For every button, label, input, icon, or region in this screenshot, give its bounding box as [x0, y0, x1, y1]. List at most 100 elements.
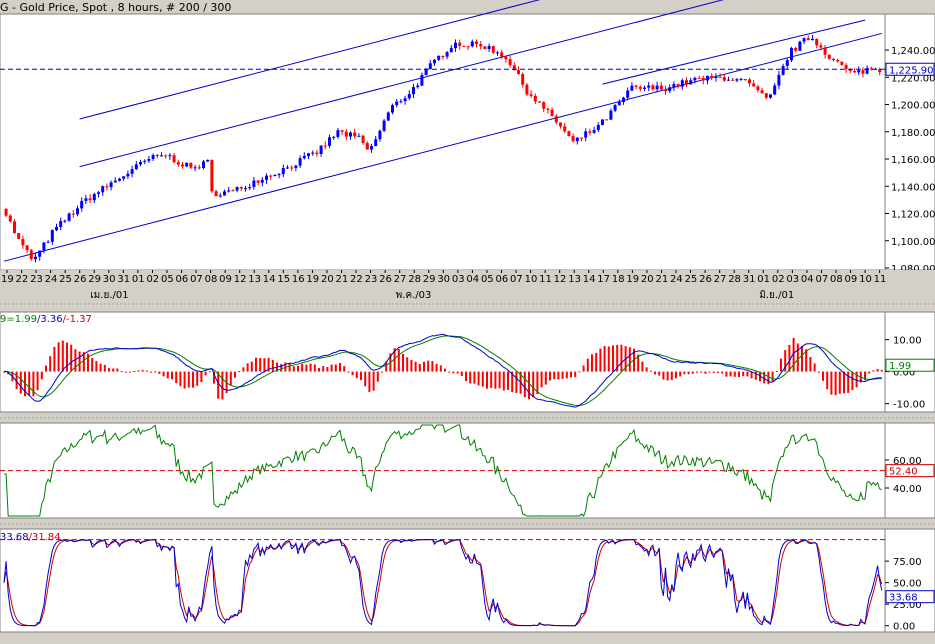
candle-body — [218, 195, 222, 197]
macd-hist-bar — [28, 371, 31, 396]
date-tick-label: 02 — [772, 274, 785, 285]
date-tick-label: 29 — [423, 274, 436, 285]
macd-hist-bar — [805, 349, 808, 372]
macd-hist-bar — [297, 365, 299, 372]
macd-hist-bar — [628, 347, 631, 372]
candle-body — [378, 130, 382, 140]
candle-body — [710, 75, 714, 78]
candle-body — [50, 230, 54, 242]
macd-hist-bar — [754, 371, 757, 380]
candle-body — [130, 169, 134, 174]
candle-body — [298, 158, 302, 166]
candle-body — [252, 180, 256, 187]
macd-current-badge — [885, 358, 935, 372]
candle-body — [424, 69, 428, 76]
candle-body — [256, 180, 260, 183]
macd-hist-bar — [15, 371, 18, 390]
price-tick-label: 1,240.00 — [891, 46, 935, 57]
candle-body — [764, 93, 768, 98]
macd-hist-bar — [179, 371, 182, 387]
candle-body — [559, 122, 562, 127]
date-tick-label: 11 — [874, 274, 887, 285]
candle-body — [878, 69, 882, 73]
macd-hist-bar — [87, 353, 89, 372]
candle-body — [189, 162, 193, 168]
macd-hist-bar — [217, 371, 220, 399]
candle-body — [529, 94, 533, 96]
candle-body — [756, 86, 760, 91]
stochastic-tick-label: 25.00 — [893, 600, 922, 611]
candle-body — [160, 155, 163, 157]
price-tick-label: 1,100.00 — [891, 237, 935, 248]
candlestick-series[interactable] — [4, 34, 882, 263]
candle-body — [617, 101, 621, 105]
macd-hist-bar — [229, 371, 232, 385]
candle-body — [277, 174, 281, 176]
candle-body — [349, 132, 352, 137]
date-tick-label: 20 — [321, 274, 334, 285]
candle-body — [193, 167, 197, 169]
macd-hist-bar — [477, 371, 480, 386]
macd-hist-bar — [137, 370, 140, 372]
candle-body — [172, 155, 176, 163]
macd-hist-bar — [498, 371, 501, 389]
candle-body — [722, 77, 726, 81]
macd-hist-bar — [511, 371, 514, 393]
macd-hist-bar — [431, 361, 434, 372]
date-tick-label: 26 — [74, 274, 87, 285]
candle-body — [781, 65, 785, 75]
macd-hist-bar — [360, 371, 362, 381]
candle-body — [437, 56, 441, 60]
candle-body — [202, 161, 205, 169]
macd-tick-label: 10.00 — [893, 336, 922, 347]
date-tick-label: 05 — [161, 274, 174, 285]
macd-hist-bar — [712, 371, 715, 373]
candle-body — [185, 162, 189, 167]
stochastic-current-badge — [885, 590, 935, 604]
macd-hist-bar — [637, 354, 640, 372]
candle-body — [361, 135, 365, 144]
macd-hist-bar — [439, 365, 442, 372]
macd-hist-bar — [267, 357, 270, 372]
candle-body — [168, 155, 172, 157]
macd-hist-bar — [582, 365, 585, 372]
macd-hist-bar — [767, 371, 770, 385]
price-panel[interactable]: G - Gold Price, Spot , 8 hours, # 200 / … — [0, 0, 935, 275]
date-tick-label: 01 — [757, 274, 770, 285]
candle-body — [399, 101, 403, 103]
macd-hist-bar — [187, 371, 190, 388]
macd-hist-bar — [843, 371, 845, 394]
candle-body — [470, 41, 474, 47]
candle-body — [861, 70, 865, 74]
candle-body — [374, 139, 378, 147]
macd-hist-bar — [838, 371, 841, 394]
candle-body — [643, 87, 646, 89]
candle-body — [294, 165, 298, 168]
candle-body — [311, 152, 315, 154]
date-tick-label: 30 — [103, 274, 116, 285]
macd-hist-bar — [61, 340, 64, 372]
candle-body — [596, 124, 600, 131]
macd-hist-bar — [318, 368, 320, 372]
date-tick-label: 10 — [859, 274, 872, 285]
date-tick-label: 08 — [205, 274, 218, 285]
candle-body — [533, 95, 537, 102]
chart-title: G - Gold Price, Spot , 8 hours, # 200 / … — [0, 1, 231, 14]
macd-hist-bar — [129, 371, 131, 373]
date-tick-label: 19 — [626, 274, 639, 285]
candle-body — [718, 76, 722, 78]
rsi-panel[interactable]: 40.00 60.00 52.40 — [0, 422, 935, 519]
macd-legend-prefix: 9= — [0, 314, 15, 325]
macd-hist-bar — [717, 371, 719, 373]
macd-hist-bar — [326, 367, 329, 372]
macd-hist-bar — [549, 371, 551, 381]
macd-hist-bar — [607, 346, 610, 372]
macd-hist-bar — [343, 366, 346, 372]
macd-hist-bar — [364, 371, 367, 387]
candle-body — [731, 79, 735, 81]
stochastic-axis-area — [884, 528, 935, 633]
candle-body — [538, 101, 541, 103]
